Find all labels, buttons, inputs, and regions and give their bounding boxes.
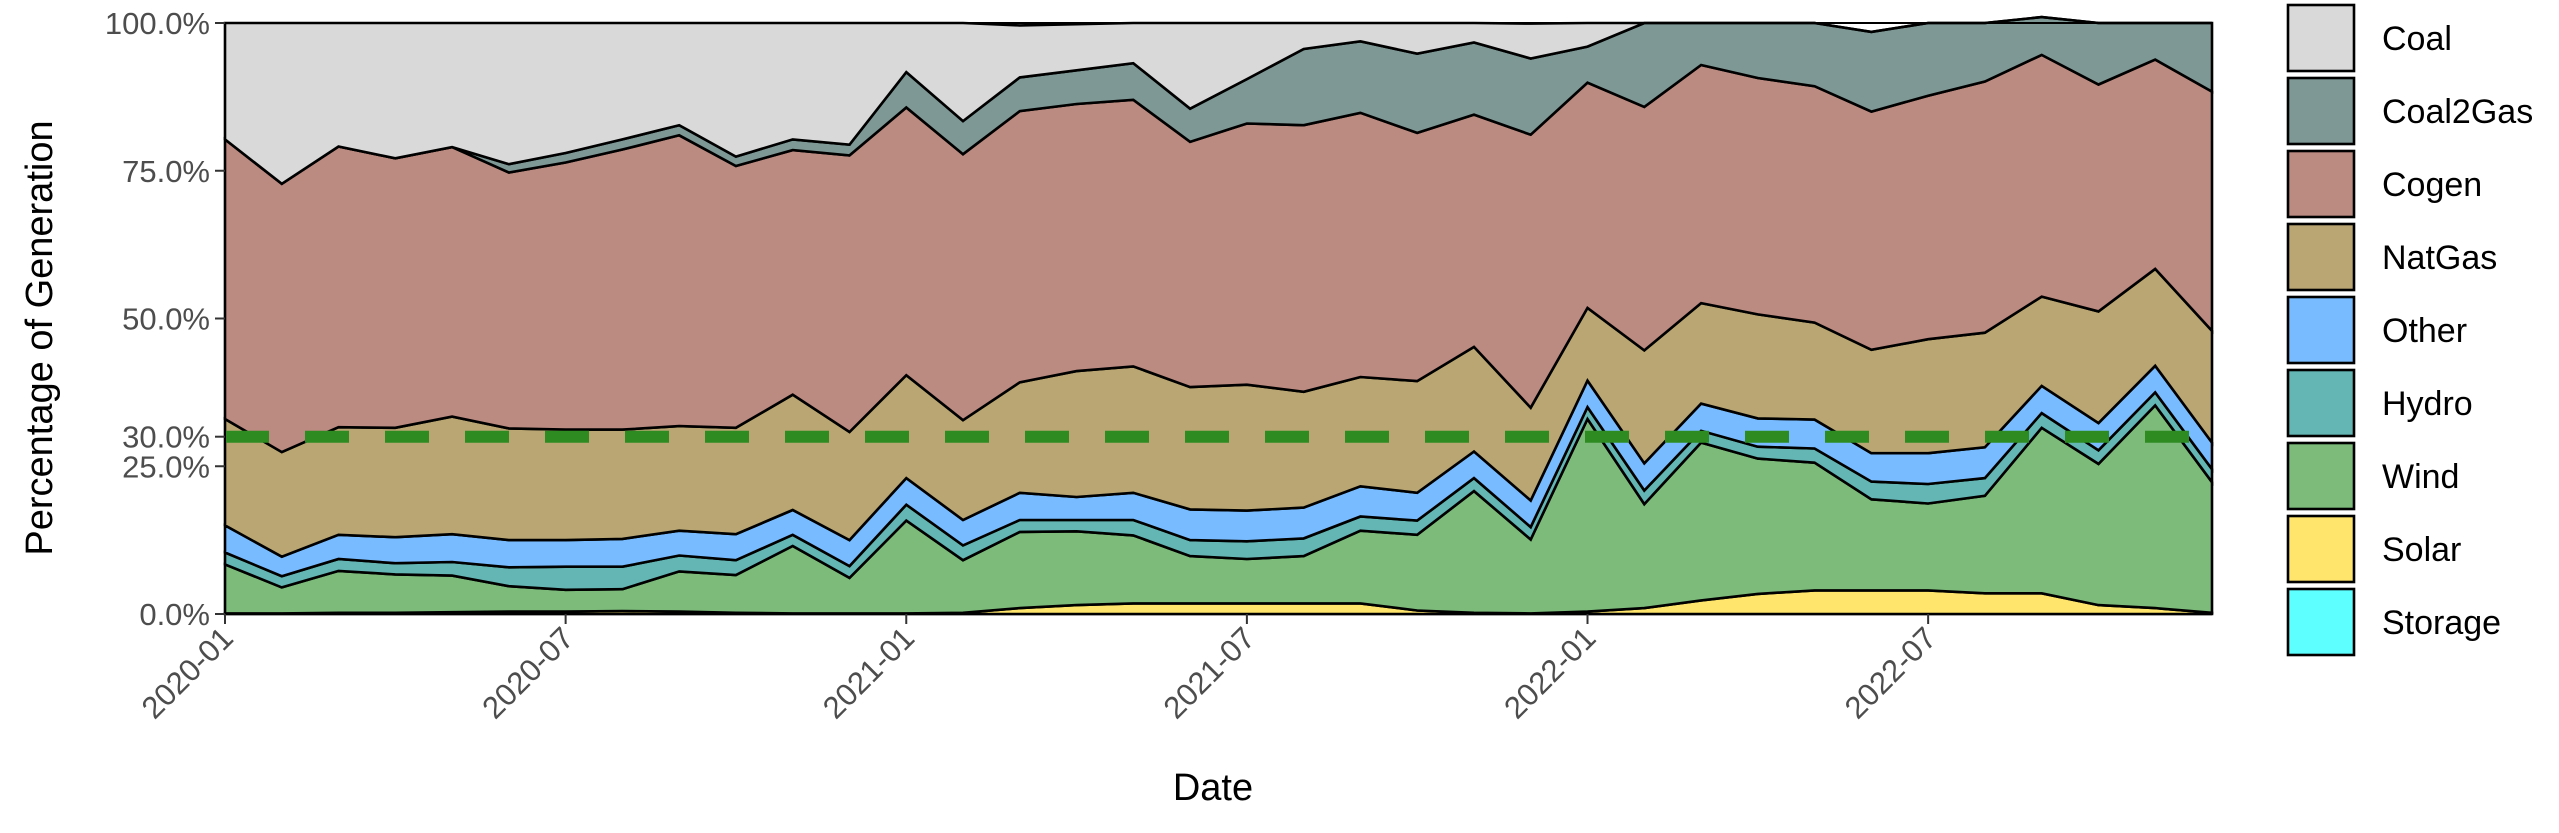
y-axis-title: Percentage of Generation <box>19 120 61 555</box>
legend: Coal Coal2Gas Cogen NatGas Other Hydro Wind Sol… <box>2286 3 2533 657</box>
x-tick-label: 2022-01 <box>1497 620 1602 725</box>
legend-label-solar: Solar <box>2382 531 2461 569</box>
y-tick-label: 25.0% <box>122 449 210 484</box>
legend-key-natgas <box>2286 222 2356 292</box>
y-tick-label: 75.0% <box>122 154 210 189</box>
legend-label-cogen: Cogen <box>2382 166 2482 204</box>
x-tick-label: 2022-07 <box>1838 620 1943 725</box>
legend-label-storage: Storage <box>2382 604 2501 642</box>
legend-key-storage <box>2286 587 2356 657</box>
y-tick-label: 30.0% <box>122 420 210 455</box>
legend-label-wind: Wind <box>2382 458 2459 496</box>
x-axis: 2020-01 2020-07 2021-01 2021-07 2022-01 2022-… <box>135 614 1943 725</box>
y-tick-label: 50.0% <box>122 302 210 337</box>
legend-key-hydro <box>2286 368 2356 438</box>
legend-key-coal <box>2286 3 2356 73</box>
x-tick-label: 2021-07 <box>1157 620 1262 725</box>
legend-label-coal: Coal <box>2382 20 2452 58</box>
y-axis: 0.0% 25.0%30.0% 50.0% 75.0% 100.0% <box>105 6 225 632</box>
legend-key-cogen <box>2286 149 2356 219</box>
legend-key-solar <box>2286 514 2356 584</box>
legend-key-other <box>2286 295 2356 365</box>
legend-label-coal2gas: Coal2Gas <box>2382 93 2533 131</box>
x-tick-label: 2020-07 <box>475 620 580 725</box>
legend-label-natgas: NatGas <box>2382 239 2497 277</box>
x-tick-label: 2020-01 <box>135 620 240 725</box>
legend-key-wind <box>2286 441 2356 511</box>
area-layers <box>223 15 2214 616</box>
legend-label-hydro: Hydro <box>2382 385 2473 423</box>
legend-key-coal2gas <box>2286 76 2356 146</box>
x-tick-label: 2021-01 <box>816 620 921 725</box>
x-axis-title: Date <box>1173 767 1253 809</box>
legend-label-other: Other <box>2382 312 2467 350</box>
y-tick-label: 100.0% <box>105 6 210 41</box>
y-tick-label: 0.0% <box>139 597 210 632</box>
